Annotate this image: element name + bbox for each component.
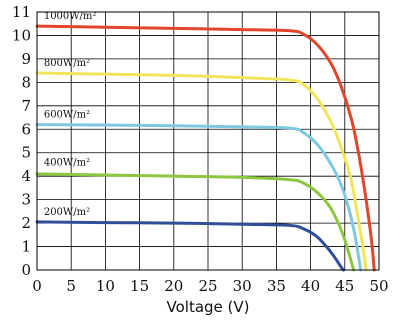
grid [36,11,380,271]
y-tick-label: 4 [21,167,31,185]
series-line [35,220,345,272]
plot-frame [36,11,380,271]
y-tick-label: 3 [21,191,31,209]
x-tick-label: 35 [267,277,286,295]
y-tick-label: 11 [12,3,31,21]
x-tick-label: 10 [96,277,115,295]
series-label: 400W/m² [44,158,90,169]
y-tick-labels: 0 1 2 3 4 5 6 7 8 9 10 11 [12,3,31,279]
series-curves [35,24,376,272]
y-tick-label: 9 [21,50,31,68]
series-label: 1000W/m² [44,11,97,22]
x-tick-label: 15 [130,277,149,295]
series-label: 200W/m² [44,207,90,218]
x-tick-label: 40 [301,277,320,295]
y-tick-label: 1 [21,238,31,256]
x-tick-label: 20 [164,277,183,295]
series-line [35,172,356,272]
y-tick-label: 7 [21,97,31,115]
y-tick-label: 10 [12,26,31,44]
x-axis-title: Voltage (V) [167,298,250,316]
series-labels: 1000W/m² 800W/m² 600W/m² 400W/m² 200W/m² [44,11,97,218]
y-tick-label: 5 [21,144,31,162]
x-tick-label: 45 [335,277,354,295]
y-tick-label: 8 [21,73,31,91]
x-tick-label: 0 [32,277,42,295]
series-label: 600W/m² [44,110,90,121]
series-line [35,71,368,272]
x-tick-label: 50 [369,277,388,295]
y-tick-label: 6 [21,120,31,138]
y-tick-label: 2 [21,214,31,232]
x-tick-label: 25 [198,277,217,295]
series-label: 800W/m² [44,58,90,69]
x-tick-labels: 0 5 10 15 20 25 30 35 40 45 50 [32,277,388,295]
series-line [35,24,376,272]
x-tick-label: 5 [66,277,76,295]
y-tick-label: 0 [21,261,31,279]
series-line [35,123,363,272]
x-tick-label: 30 [233,277,252,295]
